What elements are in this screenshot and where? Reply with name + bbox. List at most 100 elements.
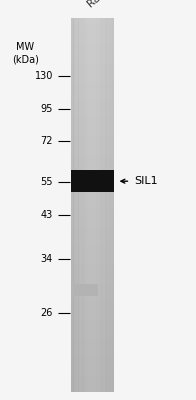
Bar xyxy=(71,201,114,203)
Bar xyxy=(71,354,114,356)
Bar xyxy=(71,190,114,192)
Bar xyxy=(71,145,114,147)
Bar xyxy=(71,182,114,184)
Bar xyxy=(71,57,114,59)
Bar xyxy=(71,382,114,384)
Bar xyxy=(71,388,114,390)
Bar xyxy=(71,124,114,126)
Bar xyxy=(71,320,114,323)
Text: 43: 43 xyxy=(41,210,53,220)
Bar xyxy=(71,113,114,115)
Bar xyxy=(71,220,114,222)
Bar xyxy=(71,266,114,268)
Bar xyxy=(71,334,114,336)
Bar xyxy=(71,158,114,160)
Bar xyxy=(71,64,114,67)
Bar xyxy=(71,160,114,162)
Bar xyxy=(92,18,93,392)
Bar xyxy=(71,225,114,228)
Text: Rat liver: Rat liver xyxy=(86,0,125,10)
Bar xyxy=(71,250,114,252)
Bar xyxy=(71,199,114,201)
Bar xyxy=(76,18,77,392)
Bar xyxy=(71,234,114,237)
Bar xyxy=(89,18,90,392)
Bar xyxy=(109,18,110,392)
Bar xyxy=(74,18,75,392)
Bar xyxy=(71,61,114,63)
Bar xyxy=(71,38,114,40)
Bar xyxy=(71,306,114,308)
Bar xyxy=(71,218,114,220)
Bar xyxy=(71,270,114,272)
Bar xyxy=(71,330,114,332)
Bar xyxy=(71,117,114,119)
Bar xyxy=(71,238,114,240)
Bar xyxy=(71,336,114,338)
Bar xyxy=(71,20,114,22)
Bar xyxy=(88,18,89,392)
Bar xyxy=(71,233,114,235)
Bar xyxy=(71,68,114,70)
Bar xyxy=(71,255,114,257)
Bar xyxy=(106,18,107,392)
Bar xyxy=(71,188,114,190)
Bar xyxy=(71,126,114,128)
Bar xyxy=(71,261,114,263)
Bar xyxy=(71,90,114,93)
Bar xyxy=(71,195,114,198)
Bar xyxy=(91,18,92,392)
Bar xyxy=(71,148,114,151)
Bar xyxy=(71,115,114,117)
Bar xyxy=(71,150,114,153)
Bar xyxy=(71,162,114,164)
Bar xyxy=(71,59,114,61)
Bar xyxy=(71,319,114,321)
Bar xyxy=(71,193,114,196)
Bar xyxy=(71,227,114,229)
Bar xyxy=(71,141,114,143)
Bar xyxy=(71,48,114,50)
Bar xyxy=(71,31,114,33)
Bar xyxy=(71,259,114,261)
Bar xyxy=(71,136,114,138)
Bar xyxy=(71,390,114,392)
Bar xyxy=(71,130,114,132)
Bar xyxy=(71,192,114,194)
Bar xyxy=(71,118,114,121)
Bar xyxy=(71,147,114,149)
Bar xyxy=(71,274,114,276)
Bar xyxy=(101,18,102,392)
Bar xyxy=(71,236,114,239)
Bar xyxy=(71,300,114,302)
Bar xyxy=(73,284,98,296)
Bar xyxy=(71,276,114,278)
Bar xyxy=(90,18,91,392)
Bar xyxy=(91,18,92,392)
Bar xyxy=(71,350,114,353)
Bar xyxy=(71,96,114,98)
Bar xyxy=(75,18,76,392)
Bar xyxy=(96,18,97,392)
Bar xyxy=(71,289,114,291)
Bar xyxy=(71,100,114,102)
Bar xyxy=(71,326,114,328)
Bar xyxy=(71,337,114,340)
Bar xyxy=(71,315,114,317)
Bar xyxy=(93,18,94,392)
Bar xyxy=(71,360,114,362)
Bar xyxy=(71,44,114,46)
Bar xyxy=(71,244,114,246)
Bar xyxy=(108,18,109,392)
Bar xyxy=(71,139,114,142)
Bar xyxy=(71,292,114,295)
Bar xyxy=(71,167,114,170)
Text: 130: 130 xyxy=(34,71,53,81)
Bar xyxy=(71,134,114,136)
Bar xyxy=(100,18,101,392)
Bar xyxy=(71,251,114,254)
Text: MW
(kDa): MW (kDa) xyxy=(12,42,39,64)
Bar xyxy=(71,222,114,224)
Bar xyxy=(71,81,114,84)
Bar xyxy=(71,208,114,211)
